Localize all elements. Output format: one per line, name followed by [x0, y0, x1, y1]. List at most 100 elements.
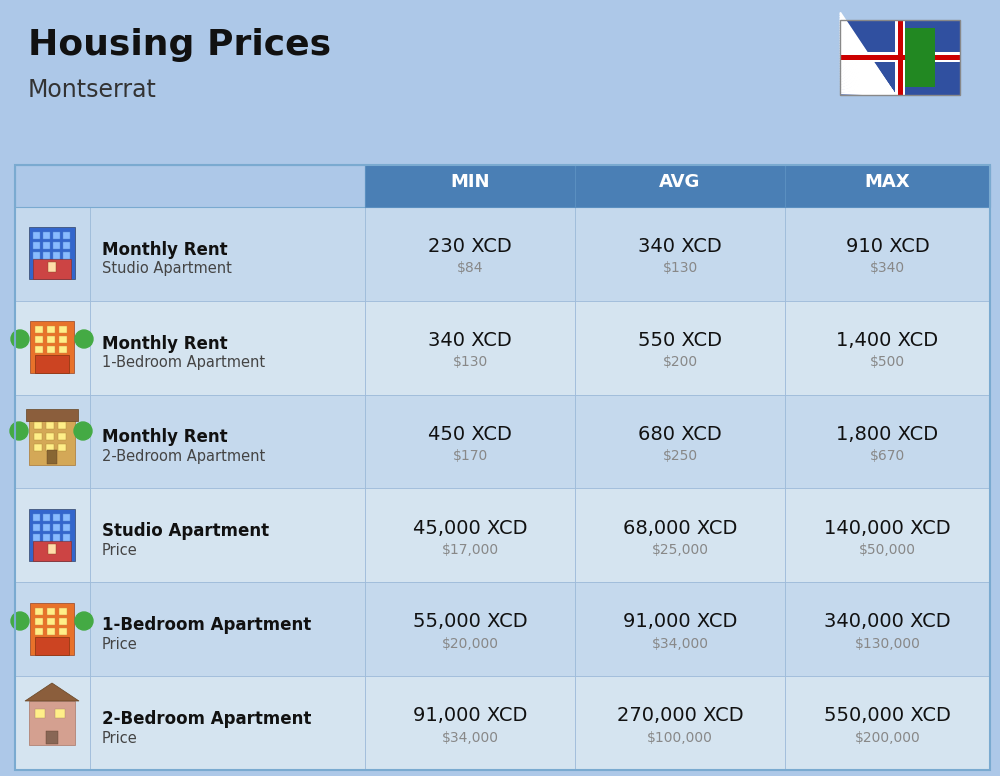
- Bar: [785, 489, 990, 582]
- Bar: [58, 444, 66, 451]
- Text: AVG: AVG: [659, 173, 701, 191]
- Text: Monthly Rent: Monthly Rent: [102, 334, 228, 352]
- Text: $340: $340: [870, 262, 905, 275]
- Bar: [840, 55, 960, 60]
- Bar: [785, 207, 990, 301]
- Circle shape: [74, 422, 92, 440]
- Bar: [48, 262, 56, 272]
- Circle shape: [11, 330, 29, 348]
- Bar: [29, 509, 75, 561]
- Bar: [53, 524, 60, 531]
- Circle shape: [75, 330, 93, 348]
- Bar: [365, 582, 575, 676]
- Bar: [35, 709, 45, 718]
- Bar: [90, 301, 365, 395]
- Bar: [59, 336, 67, 343]
- Bar: [35, 637, 69, 655]
- Bar: [365, 395, 575, 489]
- Text: Monthly Rent: Monthly Rent: [102, 428, 228, 446]
- Bar: [59, 618, 67, 625]
- Text: 910 XCD: 910 XCD: [846, 237, 929, 256]
- Text: 340 XCD: 340 XCD: [428, 331, 512, 350]
- Bar: [63, 524, 70, 531]
- Bar: [575, 207, 785, 301]
- Text: $17,000: $17,000: [441, 543, 499, 557]
- Bar: [34, 433, 42, 440]
- Bar: [895, 20, 905, 95]
- Text: Montserrat: Montserrat: [28, 78, 157, 102]
- Bar: [365, 207, 575, 301]
- Text: $200,000: $200,000: [855, 730, 920, 745]
- Bar: [33, 232, 40, 239]
- Bar: [59, 608, 67, 615]
- Text: $50,000: $50,000: [859, 543, 916, 557]
- Bar: [35, 355, 69, 373]
- Bar: [33, 252, 40, 259]
- Text: $100,000: $100,000: [647, 730, 713, 745]
- Text: $34,000: $34,000: [442, 730, 498, 745]
- Text: 140,000 XCD: 140,000 XCD: [824, 518, 951, 538]
- Bar: [58, 422, 66, 429]
- Bar: [90, 395, 365, 489]
- Bar: [47, 336, 55, 343]
- Bar: [59, 628, 67, 635]
- Bar: [785, 676, 990, 770]
- Bar: [46, 444, 54, 451]
- Bar: [55, 709, 65, 718]
- Bar: [35, 628, 43, 635]
- Bar: [34, 422, 42, 429]
- Bar: [785, 582, 990, 676]
- Bar: [365, 301, 575, 395]
- Bar: [26, 409, 78, 421]
- Bar: [90, 489, 365, 582]
- Bar: [785, 165, 990, 207]
- Text: 2-Bedroom Apartment: 2-Bedroom Apartment: [102, 449, 265, 464]
- Text: 45,000 XCD: 45,000 XCD: [413, 518, 527, 538]
- Bar: [35, 618, 43, 625]
- Bar: [15, 582, 90, 676]
- Bar: [29, 417, 75, 465]
- Bar: [33, 524, 40, 531]
- Text: $170: $170: [452, 449, 488, 463]
- Bar: [90, 207, 365, 301]
- Text: $200: $200: [662, 355, 698, 369]
- Text: Price: Price: [102, 543, 138, 558]
- Bar: [48, 544, 56, 554]
- Bar: [33, 541, 71, 561]
- Bar: [47, 326, 55, 333]
- Bar: [33, 534, 40, 541]
- Bar: [53, 514, 60, 521]
- Text: 1,400 XCD: 1,400 XCD: [836, 331, 939, 350]
- Text: $130: $130: [662, 262, 698, 275]
- Text: Studio Apartment: Studio Apartment: [102, 262, 232, 276]
- Bar: [90, 582, 365, 676]
- Text: 2-Bedroom Apartment: 2-Bedroom Apartment: [102, 710, 311, 728]
- Bar: [63, 232, 70, 239]
- Bar: [47, 618, 55, 625]
- Text: $500: $500: [870, 355, 905, 369]
- Bar: [575, 489, 785, 582]
- Bar: [15, 301, 90, 395]
- Bar: [575, 395, 785, 489]
- Bar: [43, 514, 50, 521]
- Text: 91,000 XCD: 91,000 XCD: [413, 706, 527, 726]
- Bar: [43, 242, 50, 249]
- Text: Monthly Rent: Monthly Rent: [102, 241, 228, 258]
- Text: $130,000: $130,000: [855, 637, 920, 651]
- Text: 91,000 XCD: 91,000 XCD: [623, 612, 737, 632]
- Bar: [43, 534, 50, 541]
- Bar: [33, 242, 40, 249]
- Bar: [575, 676, 785, 770]
- Bar: [43, 232, 50, 239]
- Bar: [33, 514, 40, 521]
- Bar: [33, 259, 71, 279]
- Bar: [15, 395, 90, 489]
- Bar: [785, 395, 990, 489]
- Bar: [365, 165, 575, 207]
- Text: $34,000: $34,000: [652, 637, 708, 651]
- Bar: [47, 450, 57, 464]
- Bar: [575, 165, 785, 207]
- Text: 550 XCD: 550 XCD: [638, 331, 722, 350]
- Bar: [15, 165, 990, 770]
- Text: 68,000 XCD: 68,000 XCD: [623, 518, 737, 538]
